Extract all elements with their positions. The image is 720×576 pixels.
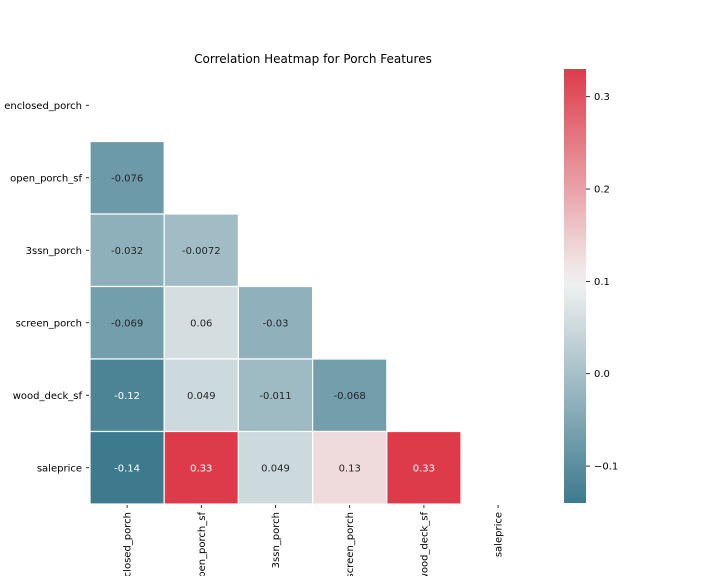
colorbar: −0.1 0.0 0.1 0.2 0.3 — [564, 69, 618, 503]
heatmap-cell — [238, 287, 312, 360]
x-tick-label: open_porch_sf — [197, 512, 208, 576]
y-tick-label: wood_deck_sf — [13, 391, 83, 402]
cell-value-label: 0.33 — [413, 463, 435, 474]
y-tick-label: screen_porch — [16, 318, 82, 329]
cell-value-label: -0.068 — [334, 391, 366, 402]
heatmap-cells: -0.076 -0.032 -0.0072 -0.069 0.06 -0.03 -0.12 0… — [90, 142, 461, 505]
x-tick-label: enclosed_porch — [123, 512, 134, 576]
heatmap-cell — [90, 214, 164, 287]
cell-value-label: -0.011 — [259, 391, 291, 402]
y-tick-label: saleprice — [37, 463, 82, 474]
heatmap-cell — [313, 432, 387, 505]
x-tick-label: screen_porch — [345, 512, 356, 576]
heatmap-cell — [90, 142, 164, 215]
colorbar-tick-label: 0.3 — [594, 92, 610, 103]
x-tick-label: 3ssn_porch — [271, 512, 282, 568]
heatmap-cell — [164, 432, 238, 505]
chart-title: Correlation Heatmap for Porch Features — [194, 52, 432, 66]
y-tick-labels: enclosed_porch open_porch_sf 3ssn_porchscr… — [4, 101, 89, 475]
colorbar-tick-label: −0.1 — [594, 462, 618, 473]
cell-value-label: 0.13 — [339, 463, 361, 474]
cell-value-label: -0.03 — [263, 318, 289, 329]
x-tick-labels: enclosed_porch open_porch_sf 3ssn_porch scr… — [123, 505, 505, 576]
x-tick-label: wood_deck_sf — [419, 512, 430, 576]
x-tick-label: saleprice — [494, 512, 505, 557]
cell-value-label: 0.049 — [261, 463, 290, 474]
cell-value-label: -0.0072 — [182, 246, 221, 257]
cell-value-label: 0.33 — [190, 463, 212, 474]
y-tick-label: 3ssn_porch — [26, 246, 82, 257]
cell-value-label: 0.049 — [187, 391, 216, 402]
cell-value-label: -0.032 — [111, 246, 143, 257]
cell-value-label: -0.14 — [114, 463, 140, 474]
cell-value-label: -0.12 — [114, 391, 140, 402]
colorbar-tick-label: 0.1 — [594, 277, 610, 288]
heatmap-cell — [387, 432, 461, 505]
y-tick-label: open_porch_sf — [10, 173, 82, 184]
heatmap-cell — [313, 359, 387, 432]
cell-value-label: -0.076 — [111, 173, 143, 184]
colorbar-gradient — [564, 69, 586, 503]
cell-value-label: 0.06 — [190, 318, 212, 329]
colorbar-tick-label: 0.0 — [594, 369, 610, 380]
heatmap-cell — [164, 214, 238, 287]
cell-value-label: -0.069 — [111, 318, 143, 329]
heatmap-cell — [164, 359, 238, 432]
y-tick-label: enclosed_porch — [4, 101, 82, 112]
heatmap-cell — [238, 432, 312, 505]
colorbar-tick-label: 0.2 — [594, 185, 610, 196]
